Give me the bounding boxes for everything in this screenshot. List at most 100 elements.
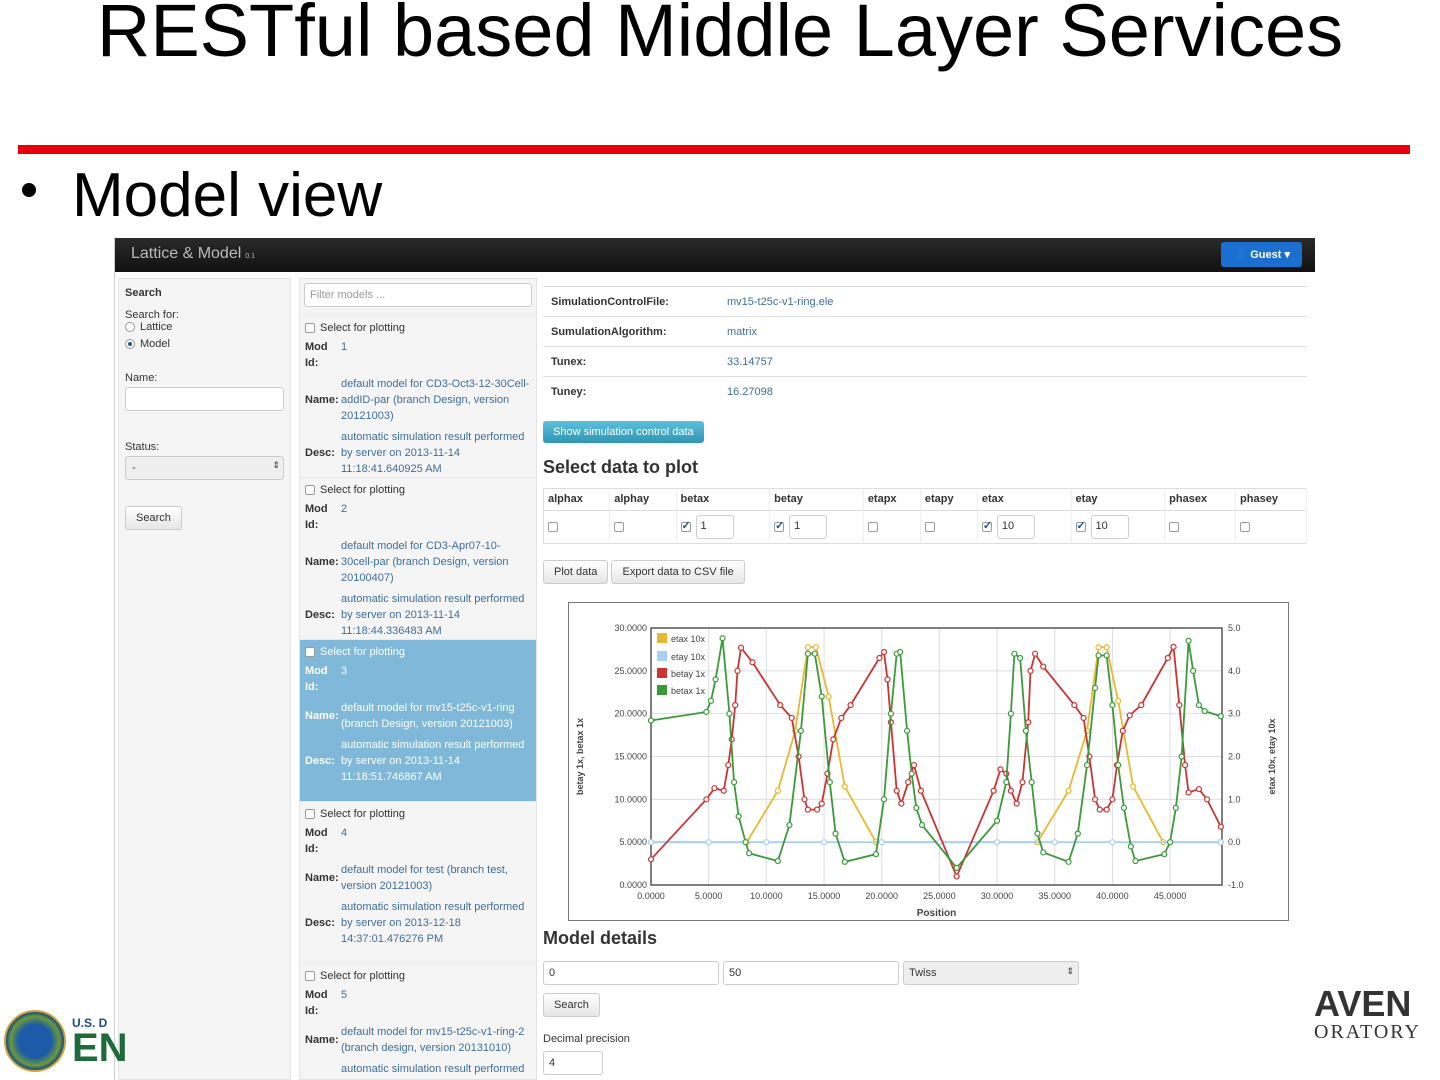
model-id: 4 xyxy=(341,827,348,839)
column-etay-cell: 10 xyxy=(1071,509,1166,543)
twiss-chart: 0.0000 5.0000 10.0000 15.0000 20.0000 25.0000… xyxy=(568,602,1289,921)
model-list-item[interactable]: Select for plotting Mod Id: 3 Name: defaul… xyxy=(300,639,536,801)
to-input[interactable]: 50 xyxy=(723,961,899,985)
etax-checkbox[interactable] xyxy=(981,519,992,532)
search-panel: Search Search for: Lattice Model Name: S… xyxy=(118,278,291,1080)
data-point xyxy=(1120,804,1128,811)
data-point xyxy=(742,839,749,846)
data-point xyxy=(917,787,925,794)
data-point xyxy=(801,796,808,803)
model-name: default model for CD3-Oct3-12-30Cell-add… xyxy=(341,378,530,422)
select-for-plotting-checkbox[interactable]: Select for plotting xyxy=(305,322,532,334)
etay-scale-input[interactable]: 10 xyxy=(1090,514,1129,539)
data-point xyxy=(1007,787,1015,794)
column-header: alphay xyxy=(609,488,677,510)
betay-checkbox[interactable] xyxy=(774,519,784,532)
betax-scale-input[interactable]: 1 xyxy=(695,514,734,539)
data-point xyxy=(990,787,997,794)
model-id: 1 xyxy=(341,341,348,353)
data-point xyxy=(1040,663,1047,670)
data-point xyxy=(953,873,960,880)
column-header: betay xyxy=(769,488,864,510)
etay-checkbox[interactable] xyxy=(1075,519,1086,532)
data-point xyxy=(818,693,825,700)
data-point xyxy=(763,839,770,846)
data-point xyxy=(804,806,811,813)
model-list-item[interactable]: Select for plotting Mod Id: 4 Name: defaul… xyxy=(300,801,536,963)
model-list: Filter models ... Select for plotting Mo… xyxy=(299,278,537,1080)
select-for-plotting-checkbox[interactable]: Select for plotting xyxy=(305,646,532,658)
select-arrows-icon: ⇕ xyxy=(272,460,280,470)
type-select[interactable]: Twiss ⇕ xyxy=(903,961,1079,985)
data-point xyxy=(647,717,655,724)
model-desc: automatic simulation result performed by… xyxy=(341,1063,525,1080)
alphax-checkbox[interactable] xyxy=(548,521,558,532)
betax-checkbox[interactable] xyxy=(680,519,691,532)
data-point xyxy=(898,800,905,807)
from-input[interactable]: 0 xyxy=(543,961,719,985)
y-axis-label: betay 1x, betax 1x xyxy=(575,718,585,795)
x-tick-label: 40.0000 xyxy=(1096,891,1129,901)
data-point xyxy=(1126,712,1133,719)
select-for-plotting-checkbox[interactable]: Select for plotting xyxy=(305,808,532,820)
search-button[interactable]: Search xyxy=(125,506,182,530)
show-simulation-button[interactable]: Show simulation control data xyxy=(543,420,704,443)
data-point xyxy=(997,766,1004,773)
column-header: alphax xyxy=(543,488,611,510)
data-point xyxy=(880,648,888,656)
radio-lattice[interactable]: Lattice xyxy=(125,321,284,333)
name-input[interactable] xyxy=(125,387,284,411)
phasey-checkbox[interactable] xyxy=(1240,521,1251,532)
guest-button[interactable]: 👤 Guest ▾ xyxy=(1221,242,1302,267)
brand[interactable]: Lattice & Model xyxy=(131,245,242,262)
user-icon: 👤 xyxy=(1233,249,1251,261)
y-tick-label: 10.0000 xyxy=(614,794,647,804)
data-point xyxy=(1065,858,1072,865)
model-id: 5 xyxy=(341,989,348,1001)
status-select[interactable]: - ⇕ xyxy=(125,456,284,480)
model-list-item[interactable]: Select for plotting Mod Id: 1 Name: defaul… xyxy=(300,315,536,477)
data-point xyxy=(1065,787,1072,794)
data-point xyxy=(732,701,739,709)
data-point xyxy=(1051,839,1058,846)
doe-logo: U.S. D EN xyxy=(4,1010,128,1072)
data-point xyxy=(814,806,821,813)
data-point xyxy=(703,708,710,716)
details-search-button[interactable]: Search xyxy=(543,993,600,1017)
data-point xyxy=(712,676,719,683)
y2-tick-label: 4.0 xyxy=(1228,666,1241,676)
data-point xyxy=(1164,654,1171,662)
model-list-item[interactable]: Select for plotting Mod Id: 2 Name: defaul… xyxy=(300,477,536,639)
data-point xyxy=(719,635,726,642)
title-divider xyxy=(18,145,1410,154)
etax-scale-input[interactable]: 10 xyxy=(996,514,1035,539)
filter-input[interactable]: Filter models ... xyxy=(304,283,532,307)
data-point xyxy=(1203,796,1211,803)
name-label: Name: xyxy=(305,556,339,568)
alphay-checkbox[interactable] xyxy=(614,521,625,532)
model-details-heading: Model details xyxy=(543,928,658,948)
phasex-checkbox[interactable] xyxy=(1169,521,1180,532)
betay-scale-input[interactable]: 1 xyxy=(789,514,828,539)
radio-model[interactable]: Model xyxy=(125,338,284,350)
data-point xyxy=(703,796,710,803)
select-for-plotting-checkbox[interactable]: Select for plotting xyxy=(305,970,532,982)
select-for-plotting-checkbox[interactable]: Select for plotting xyxy=(305,484,532,496)
y2-tick-label: 0.0 xyxy=(1228,837,1241,847)
y2-tick-label: 2.0 xyxy=(1228,752,1241,762)
model-list-item[interactable]: Select for plotting Mod Id: 5 Name: defaul… xyxy=(300,963,536,1080)
data-point xyxy=(1195,701,1203,709)
export-csv-button[interactable]: Export data to CSV file xyxy=(611,559,745,584)
precision-input[interactable]: 4 xyxy=(543,1051,603,1075)
data-point xyxy=(1185,789,1192,796)
column-etapy-cell xyxy=(920,509,978,543)
etapy-checkbox[interactable] xyxy=(924,521,935,532)
column-etax-cell: 10 xyxy=(977,509,1072,543)
etapx-checkbox[interactable] xyxy=(867,521,878,532)
plot-data-button[interactable]: Plot data xyxy=(543,559,609,584)
slide-title: RESTful based Middle Layer Services xyxy=(96,0,1344,72)
main-panel: SimulationControlFile: mv15-t25c-v1-ring.… xyxy=(543,278,1315,1080)
data-point xyxy=(1092,684,1099,692)
data-point xyxy=(777,701,784,709)
data-point xyxy=(1115,697,1122,704)
